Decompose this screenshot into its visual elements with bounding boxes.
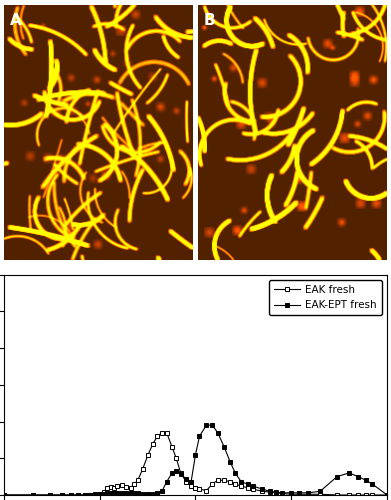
EAK fresh [2, 492, 6, 498]
EAK fresh [228, 479, 233, 485]
EAK fresh [30, 492, 35, 498]
EAK-EPT fresh [228, 459, 233, 465]
Text: A: A [9, 12, 22, 28]
EAK fresh [160, 430, 165, 436]
EAK-EPT fresh [204, 422, 209, 428]
EAK fresh [140, 466, 145, 472]
EAK-EPT fresh [193, 452, 198, 458]
EAK-EPT fresh [2, 492, 6, 498]
Legend: EAK fresh, EAK-EPT fresh: EAK fresh, EAK-EPT fresh [269, 280, 382, 316]
Line: EAK-EPT fresh: EAK-EPT fresh [2, 423, 389, 497]
EAK-EPT fresh [215, 430, 220, 436]
EAK fresh [197, 486, 202, 492]
Text: B: B [204, 12, 215, 28]
EAK fresh [385, 492, 389, 498]
EAK fresh [268, 489, 273, 495]
EAK fresh [215, 478, 220, 484]
EAK-EPT fresh [268, 488, 273, 494]
EAK-EPT fresh [385, 492, 389, 498]
EAK-EPT fresh [30, 492, 35, 498]
EAK-EPT fresh [140, 490, 145, 496]
Line: EAK fresh: EAK fresh [2, 430, 389, 497]
